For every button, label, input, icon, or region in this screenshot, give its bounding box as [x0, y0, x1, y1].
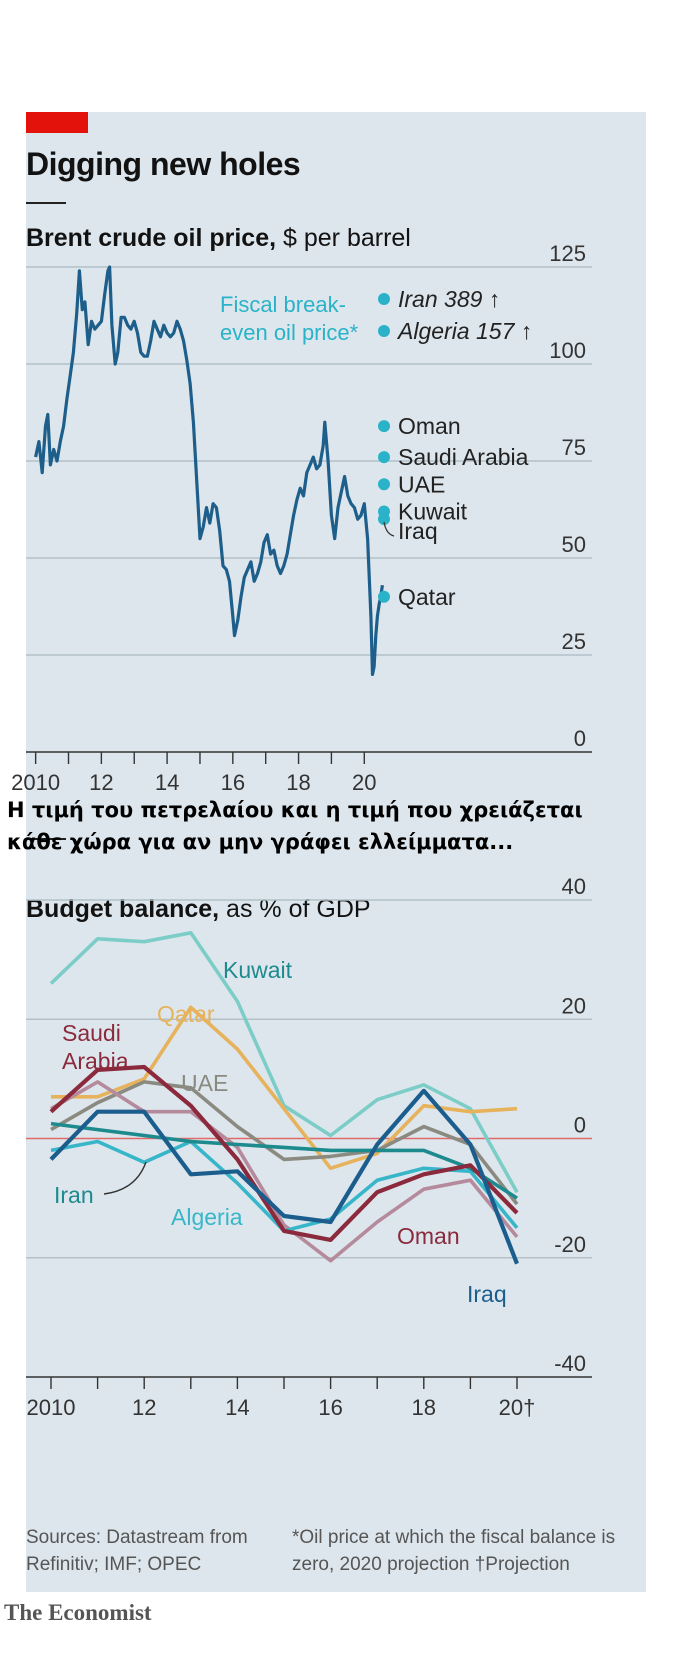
y-tick-label: -20 [554, 1232, 586, 1257]
footnote: *Oil price at which the fiscal balance i… [292, 1527, 616, 1575]
x-tick-label: 12 [132, 1395, 156, 1420]
chart1-title: Brent crude oil price, $ per barrel [26, 224, 411, 252]
breakeven-dot [378, 478, 390, 491]
economist-red-tab [26, 112, 88, 133]
title-rule [26, 838, 66, 840]
breakeven-dot [378, 451, 390, 464]
title-rule [26, 202, 66, 204]
brent-price-line [34, 265, 384, 677]
x-tick-label: 2010 [27, 1395, 76, 1420]
y-tick-label: -40 [554, 1351, 586, 1376]
x-tick-label: 2010 [11, 770, 60, 795]
breakeven-label: Algeria 157 ↑ [396, 318, 532, 344]
y-tick-label: 0 [574, 1113, 586, 1138]
breakeven-label: Kuwait [398, 498, 468, 524]
y-tick-label: 100 [549, 338, 586, 363]
label-oman: Oman [397, 1223, 460, 1249]
breakeven-dot [378, 590, 390, 603]
x-tick-label: 20† [499, 1395, 536, 1420]
series-line-iraq [49, 1088, 519, 1265]
iraq-leader-line [383, 521, 395, 537]
series-line-saudi-arabia [49, 1064, 519, 1243]
label-qatar: Qatar [157, 1001, 215, 1027]
breakeven-label: Oman [398, 413, 461, 439]
breakeven-label: UAE [398, 471, 445, 497]
breakeven-label: Iraq [398, 518, 438, 544]
annotation-line: Fiscal break- [220, 292, 346, 317]
label-saudi-arabia: Arabia [62, 1048, 129, 1074]
label-iran: Iran [54, 1182, 94, 1208]
budget-balance-chart: 40 20 0 -20 -40 2010 12 14 16 18 20† Kuwait Qatar Sau… [26, 874, 592, 1420]
x-tick-label: 14 [155, 770, 179, 795]
series-line-qatar [51, 1005, 518, 1171]
brand-logo-text: The Economist [4, 1600, 152, 1625]
x-tick-label: 16 [221, 770, 245, 795]
y-tick-label: 25 [562, 629, 586, 654]
breakeven-dot [378, 513, 390, 525]
x-tick-label: 18 [286, 770, 310, 795]
y-tick-label: 40 [562, 874, 586, 899]
y-tick-label: 125 [549, 241, 586, 266]
breakeven-dot [378, 293, 390, 305]
y-tick-label: 75 [562, 435, 586, 460]
x-tick-label: 16 [318, 1395, 342, 1420]
y-tick-label: 20 [562, 993, 586, 1018]
annotation-line: even oil price* [220, 320, 359, 345]
sources-note: Sources: Datastream from Refinitiv; IMF;… [26, 1527, 248, 1575]
series-line-uae [50, 1080, 519, 1206]
iran-leader-line [103, 1161, 147, 1195]
headline: Digging new holes [26, 146, 301, 182]
series-line-kuwait [49, 930, 519, 1194]
x-tick-label: 20 [352, 770, 376, 795]
brent-price-chart: 0 25 50 75 100 125 2010 12 14 16 18 20 Fiscal break-… [11, 241, 592, 795]
breakeven-label: Iran 389 ↑ [398, 286, 500, 312]
series-line-iran [50, 1121, 518, 1200]
chart-panel: Digging new holes Brent crude oil price,… [11, 112, 646, 1592]
breakeven-dot [378, 325, 390, 337]
label-uae: UAE [181, 1070, 228, 1096]
y-tick-label: 50 [562, 532, 586, 557]
label-algeria: Algeria [171, 1204, 243, 1230]
x-tick-label: 14 [225, 1395, 249, 1420]
x-tick-label: 18 [412, 1395, 436, 1420]
label-saudi: Saudi [62, 1020, 121, 1046]
breakeven-dot [378, 420, 390, 433]
breakeven-label: Qatar [398, 584, 456, 610]
series-line-oman [50, 1080, 519, 1263]
breakeven-annotation: Fiscal break-even oil price* [220, 292, 359, 345]
overlay-caption: Η τιμή του πετρελαίου και η τιμή που χρε… [7, 798, 583, 854]
breakeven-label: Saudi Arabia [398, 444, 529, 470]
y-tick-label: 0 [574, 726, 586, 751]
label-iraq: Iraq [467, 1281, 507, 1307]
label-kuwait: Kuwait [223, 957, 293, 983]
x-tick-label: 12 [89, 770, 113, 795]
